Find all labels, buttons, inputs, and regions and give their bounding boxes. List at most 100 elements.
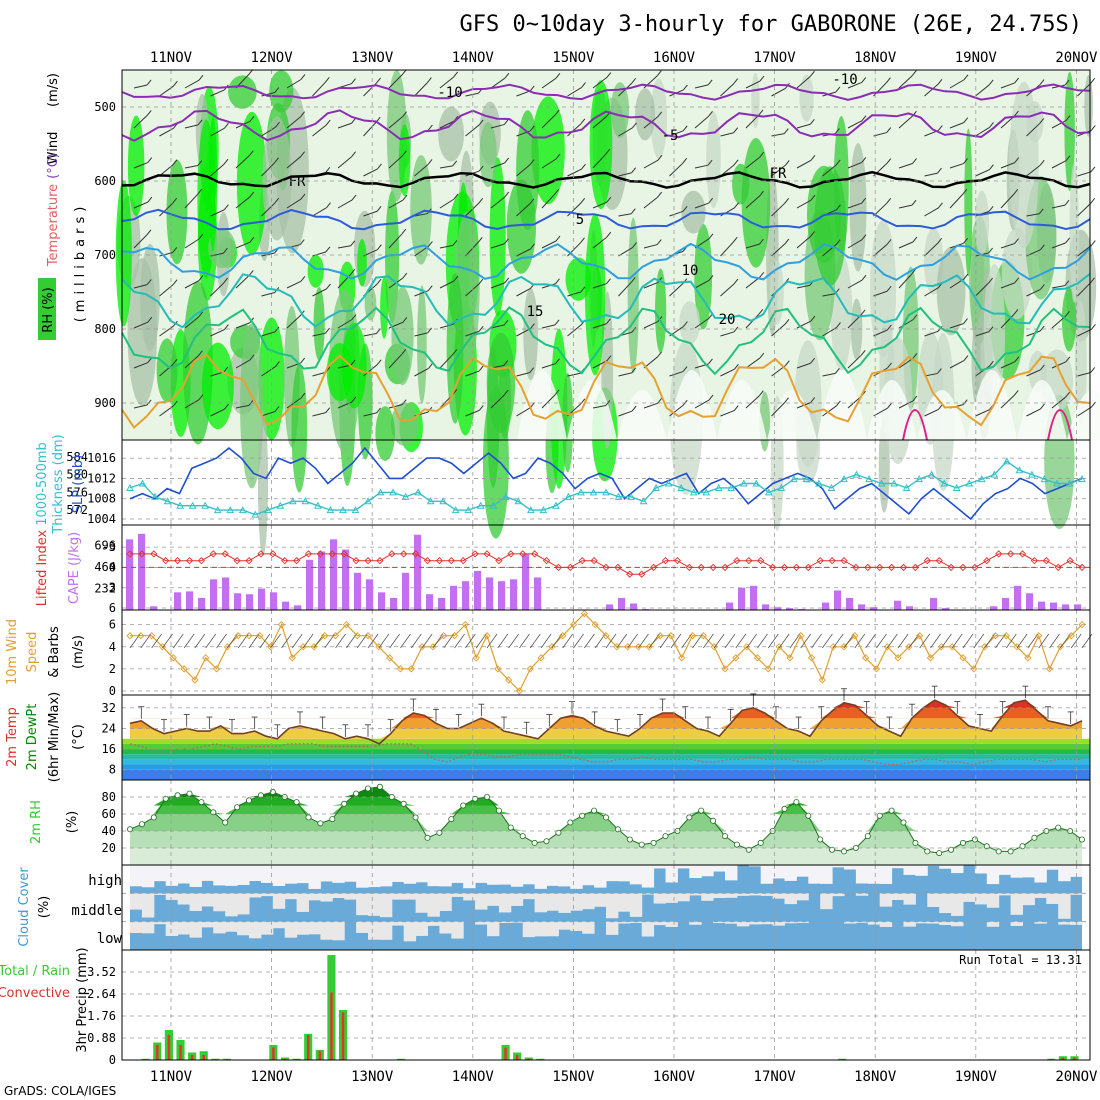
- wind-speed-point: [180, 665, 188, 673]
- rh-blob: [127, 115, 145, 217]
- wind-barb: [274, 406, 280, 412]
- wind-barb: [427, 327, 433, 334]
- cape-bar: [426, 594, 434, 610]
- wind-barb: [835, 204, 841, 211]
- wind-barb: [249, 237, 255, 243]
- cape-bar: [294, 605, 302, 610]
- precip-conv-bar: [318, 1051, 322, 1060]
- wind-barb: [1090, 198, 1096, 204]
- wind-barb: [989, 164, 994, 171]
- thickness-point: [314, 501, 322, 509]
- contour-label: FR: [770, 166, 787, 182]
- slp-line: [129, 446, 1083, 521]
- wind-barb: [210, 408, 225, 417]
- wind-barb: [988, 277, 993, 284]
- cloud-cell: [939, 893, 952, 914]
- temp-contour: [121, 242, 1091, 281]
- li-point: [221, 550, 229, 558]
- wind-speed-line: [130, 612, 1083, 693]
- cloud-cell: [1070, 893, 1083, 895]
- wind-barb: [592, 360, 608, 369]
- cloud-cell: [510, 893, 524, 906]
- wind-barb: [592, 77, 608, 89]
- wind-barb: [337, 122, 352, 129]
- wind10m-panel: 0 2 4 6: [109, 609, 1093, 698]
- wind-barb: [810, 357, 816, 364]
- wind-barb: [1000, 395, 1015, 409]
- wind-barb: [975, 169, 990, 177]
- wind-speed-point: [623, 643, 632, 651]
- wind-barb: [286, 198, 302, 209]
- wind-barb: [477, 236, 483, 243]
- wind-barb: [541, 240, 557, 249]
- wind-barb: [682, 366, 688, 372]
- wind-speed-point: [418, 643, 426, 651]
- temp-contour: [121, 83, 1091, 101]
- wind-barb: [632, 242, 637, 248]
- wind-barb: [159, 202, 174, 217]
- cloud-cell: [177, 893, 190, 905]
- wind-barb: [784, 360, 790, 367]
- cloud-cell: [1022, 865, 1035, 878]
- li-point: [281, 557, 289, 565]
- wind-barb: [1026, 164, 1041, 177]
- label-precip-total: Total / Rain: [0, 964, 70, 979]
- rh-point: [1031, 834, 1038, 841]
- wind-barb: [224, 122, 229, 129]
- rh-point: [852, 845, 859, 852]
- li-point: [673, 557, 682, 565]
- wind-barb: [581, 82, 586, 88]
- wind-speed-point: [158, 643, 167, 651]
- wind-barb: [490, 162, 505, 169]
- cape-bar: [390, 597, 398, 610]
- wind-barb: [376, 359, 382, 366]
- rh-point: [686, 814, 693, 821]
- wind-barb: [975, 409, 990, 417]
- thickness-point: [163, 497, 172, 505]
- rh-point: [1079, 836, 1086, 843]
- cloud-cell: [177, 921, 190, 935]
- rh-blob: [751, 72, 760, 129]
- cloud-cell: [867, 921, 881, 925]
- cloud-cell: [784, 865, 797, 881]
- y-tick-label: 6: [109, 618, 116, 632]
- wind-barb: [963, 158, 968, 164]
- wind-barb: [541, 77, 557, 89]
- cloud-cell: [736, 893, 750, 896]
- wind-barb: [529, 198, 535, 205]
- wind-barb: [325, 246, 331, 253]
- thickness-point: [351, 506, 360, 514]
- wind-speed-point: [396, 665, 405, 673]
- rh-point: [841, 848, 848, 855]
- wind-speed-point: [775, 643, 783, 651]
- wind-barb: [133, 234, 148, 249]
- cloud-cell: [784, 921, 797, 924]
- wind-speed-point: [797, 632, 805, 640]
- wind-barb-10m: [973, 633, 985, 649]
- wind-barb: [912, 314, 918, 321]
- wind-barb: [172, 400, 178, 407]
- cloud-cell: [510, 865, 524, 887]
- label-thickness-2: Thickness (dm): [51, 434, 66, 534]
- wind-barb-10m: [919, 633, 931, 649]
- wind-barb: [656, 239, 662, 245]
- wind-barb: [707, 79, 713, 86]
- wind-speed-point: [299, 643, 307, 651]
- wind-barb: [337, 199, 353, 209]
- wind-barb: [784, 160, 790, 166]
- cloud-cell: [879, 865, 893, 884]
- wind-barb: [937, 78, 943, 85]
- temp-band: [122, 743, 1090, 750]
- precip-conv-bar: [504, 1047, 507, 1060]
- wind-barb: [1051, 204, 1066, 209]
- wind-barb: [490, 324, 505, 329]
- wind-barb: [197, 188, 203, 195]
- thickness-point: [188, 501, 197, 509]
- wind-speed-point: [256, 632, 264, 640]
- wind-barb: [350, 359, 356, 366]
- wind-barb: [504, 191, 510, 198]
- thickness-point: [151, 492, 159, 500]
- wind-barb: [414, 332, 428, 337]
- rh-blob: [650, 78, 668, 159]
- wind-barb: [300, 74, 306, 80]
